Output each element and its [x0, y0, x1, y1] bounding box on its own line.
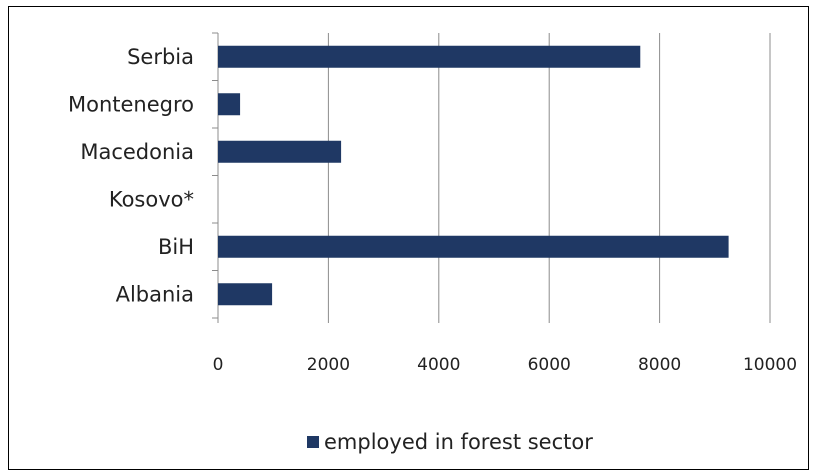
- bar: [218, 283, 273, 306]
- category-label: Kosovo*: [109, 187, 194, 211]
- gridlines: [327, 33, 771, 318]
- x-tick-label: 6000: [528, 355, 571, 375]
- category-label: Macedonia: [80, 140, 194, 164]
- bar: [218, 93, 241, 116]
- category-label: BiH: [158, 235, 194, 259]
- bar: [218, 140, 342, 163]
- tick-labels: 0 2000 4000 6000 8000 10000: [213, 355, 797, 375]
- x-tick-label: 2000: [307, 355, 350, 375]
- legend: employed in forest sector: [307, 430, 593, 454]
- x-tick-label: 4000: [417, 355, 460, 375]
- legend-swatch: [307, 436, 319, 448]
- axes: [212, 32, 771, 323]
- category-label: Montenegro: [68, 92, 194, 116]
- category-label: Albania: [116, 282, 194, 306]
- bar: [218, 45, 641, 68]
- legend-label: employed in forest sector: [324, 430, 593, 454]
- x-tick-label: 8000: [638, 355, 681, 375]
- bar: [218, 235, 729, 258]
- x-tick-label: 0: [213, 355, 224, 375]
- x-tick-label: 10000: [743, 355, 797, 375]
- bars: [218, 45, 729, 306]
- category-label: Serbia: [127, 45, 194, 69]
- category-labels: Serbia Montenegro Macedonia Kosovo* BiH Alban…: [68, 45, 194, 307]
